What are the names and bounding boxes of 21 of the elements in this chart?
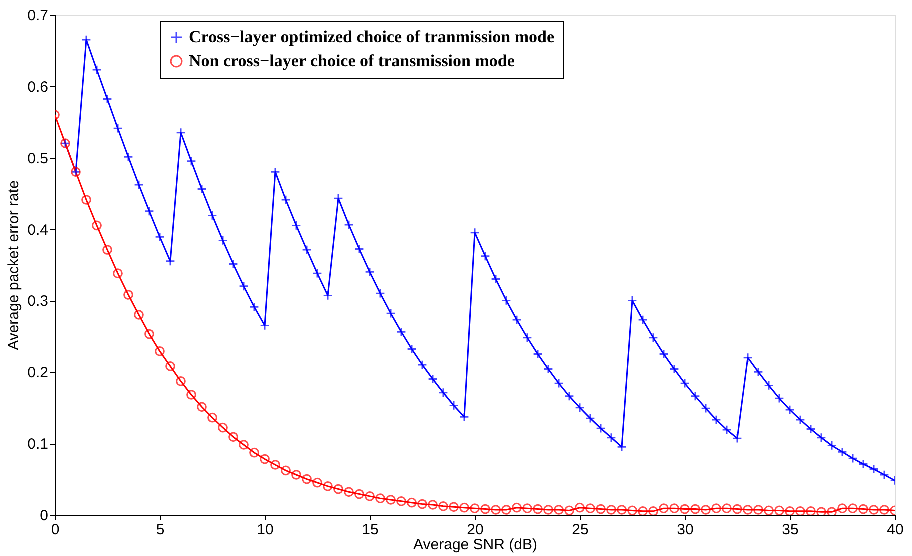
y-tick-label: 0.6: [28, 78, 48, 96]
y-tick-label: 0.7: [28, 8, 48, 24]
y-tick-label: 0.3: [28, 293, 48, 310]
legend-label: Non cross−layer choice of transmission mode: [189, 52, 516, 70]
x-tick-label: 5: [156, 522, 165, 538]
x-axis-title: Average SNR (dB): [414, 536, 538, 554]
legend-label: Cross−layer optimized choice of tranmission mode: [189, 28, 556, 46]
x-tick-label: 20: [467, 522, 484, 538]
y-tick-label: 0.1: [28, 436, 48, 454]
y-tick-label: 0.4: [28, 222, 48, 239]
y-tick-label: 0: [40, 508, 48, 524]
x-tick-label: 30: [677, 522, 694, 538]
x-tick-label: 40: [887, 522, 904, 538]
x-tick-label: 15: [362, 522, 379, 538]
x-tick-label: 35: [782, 522, 799, 538]
x-tick-label: 25: [572, 522, 589, 538]
y-axis-title: Average packet error rate: [6, 180, 23, 350]
x-tick-label: 0: [51, 522, 60, 538]
y-tick-label: 0.5: [28, 150, 48, 168]
y-tick-label: 0.2: [28, 364, 48, 382]
x-tick-label: 10: [257, 522, 274, 538]
